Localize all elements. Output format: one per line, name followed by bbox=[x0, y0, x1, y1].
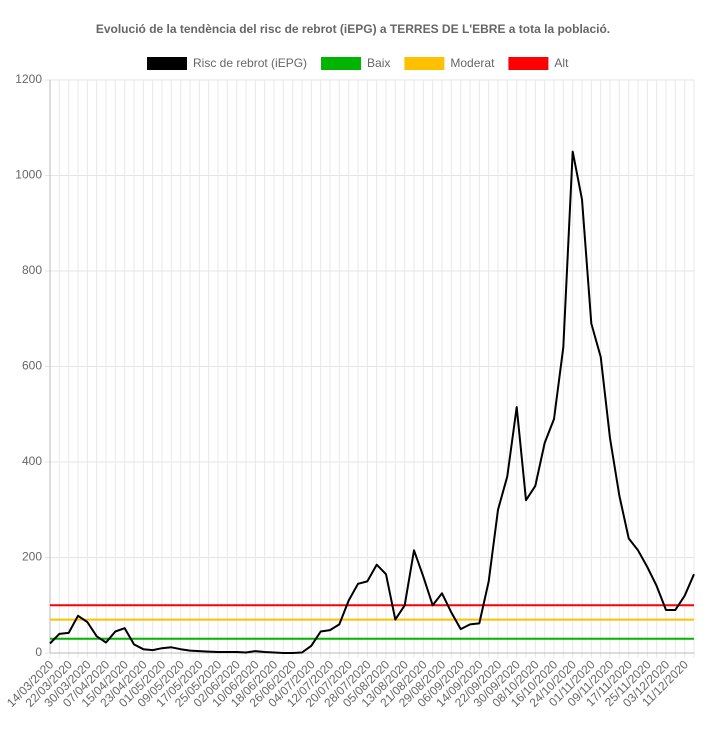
y-tick-label: 200 bbox=[22, 550, 42, 564]
y-tick-label: 1200 bbox=[15, 72, 42, 86]
legend-label: Moderat bbox=[450, 56, 495, 70]
y-tick-label: 1000 bbox=[15, 168, 42, 182]
legend-label: Risc de rebrot (iEPG) bbox=[193, 56, 307, 70]
chart-title: Evolució de la tendència del risc de reb… bbox=[96, 22, 610, 36]
y-tick-label: 0 bbox=[35, 645, 42, 659]
legend-swatch bbox=[404, 57, 445, 70]
legend-label: Alt bbox=[554, 56, 569, 70]
legend-swatch bbox=[321, 57, 362, 70]
legend-label: Baix bbox=[367, 56, 390, 70]
legend-swatch bbox=[147, 57, 187, 70]
legend-swatch bbox=[508, 57, 549, 70]
y-tick-label: 400 bbox=[22, 454, 42, 468]
y-tick-label: 600 bbox=[22, 359, 42, 373]
series-line bbox=[49, 150, 695, 654]
y-tick-label: 800 bbox=[22, 263, 42, 277]
